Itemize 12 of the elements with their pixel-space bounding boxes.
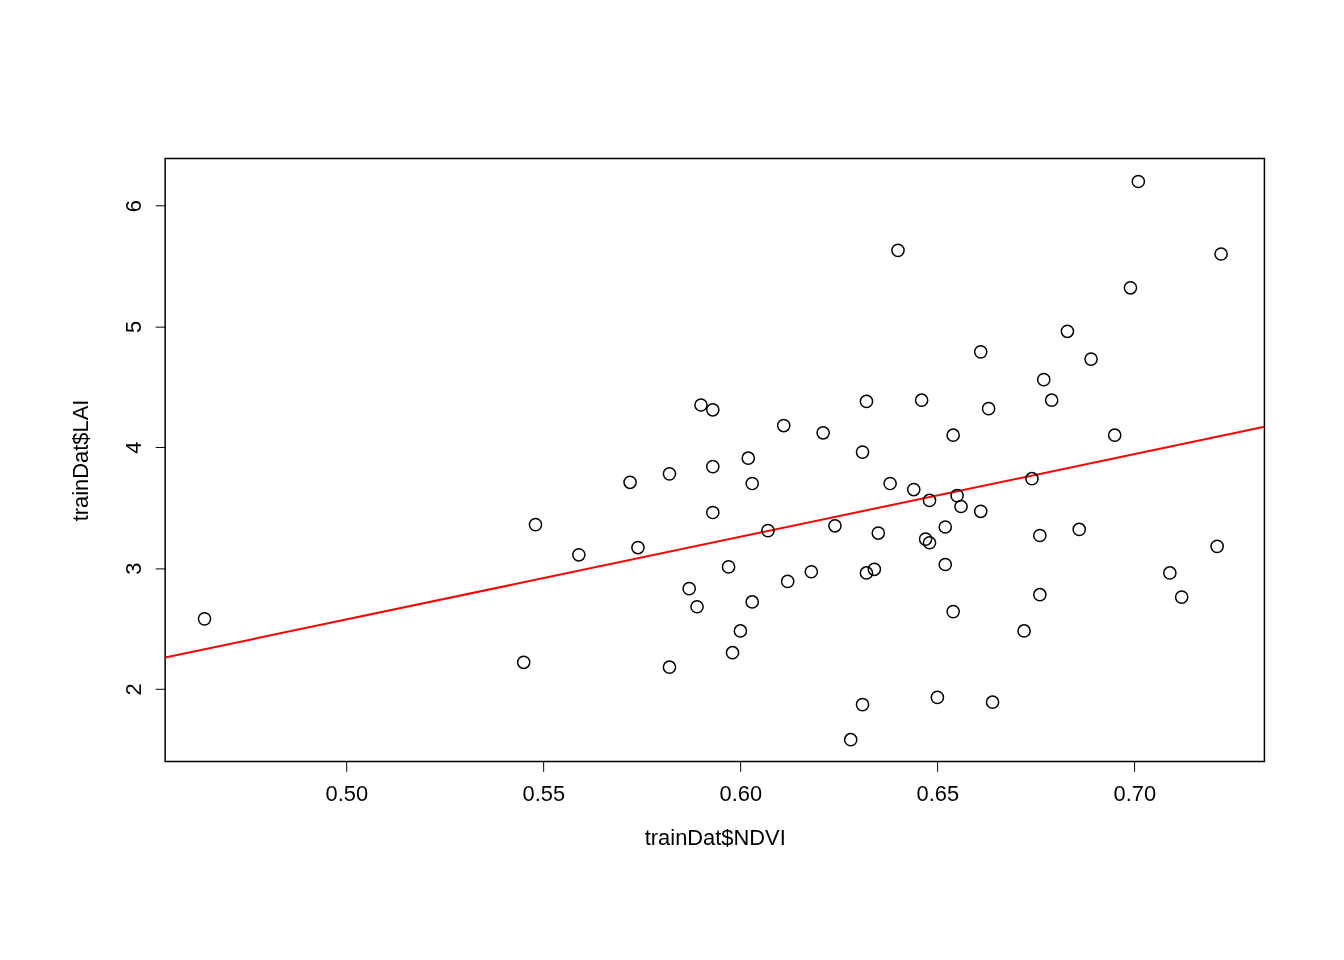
x-tick-label: 0.50: [325, 780, 369, 806]
x-tick-label: 0.70: [1113, 780, 1157, 806]
x-tick-label: 0.65: [916, 780, 960, 806]
y-tick-label: 5: [120, 320, 146, 334]
x-tick-label: 0.55: [522, 780, 566, 806]
y-tick-label: 4: [120, 441, 146, 454]
x-tick-label: 0.60: [719, 780, 763, 806]
y-tick-label: 6: [120, 200, 146, 213]
y-axis-title: trainDat$LAI: [68, 399, 94, 522]
x-axis-title: trainDat$NDVI: [644, 825, 786, 851]
y-tick-label: 2: [120, 683, 146, 696]
y-tick-label: 3: [120, 562, 146, 575]
